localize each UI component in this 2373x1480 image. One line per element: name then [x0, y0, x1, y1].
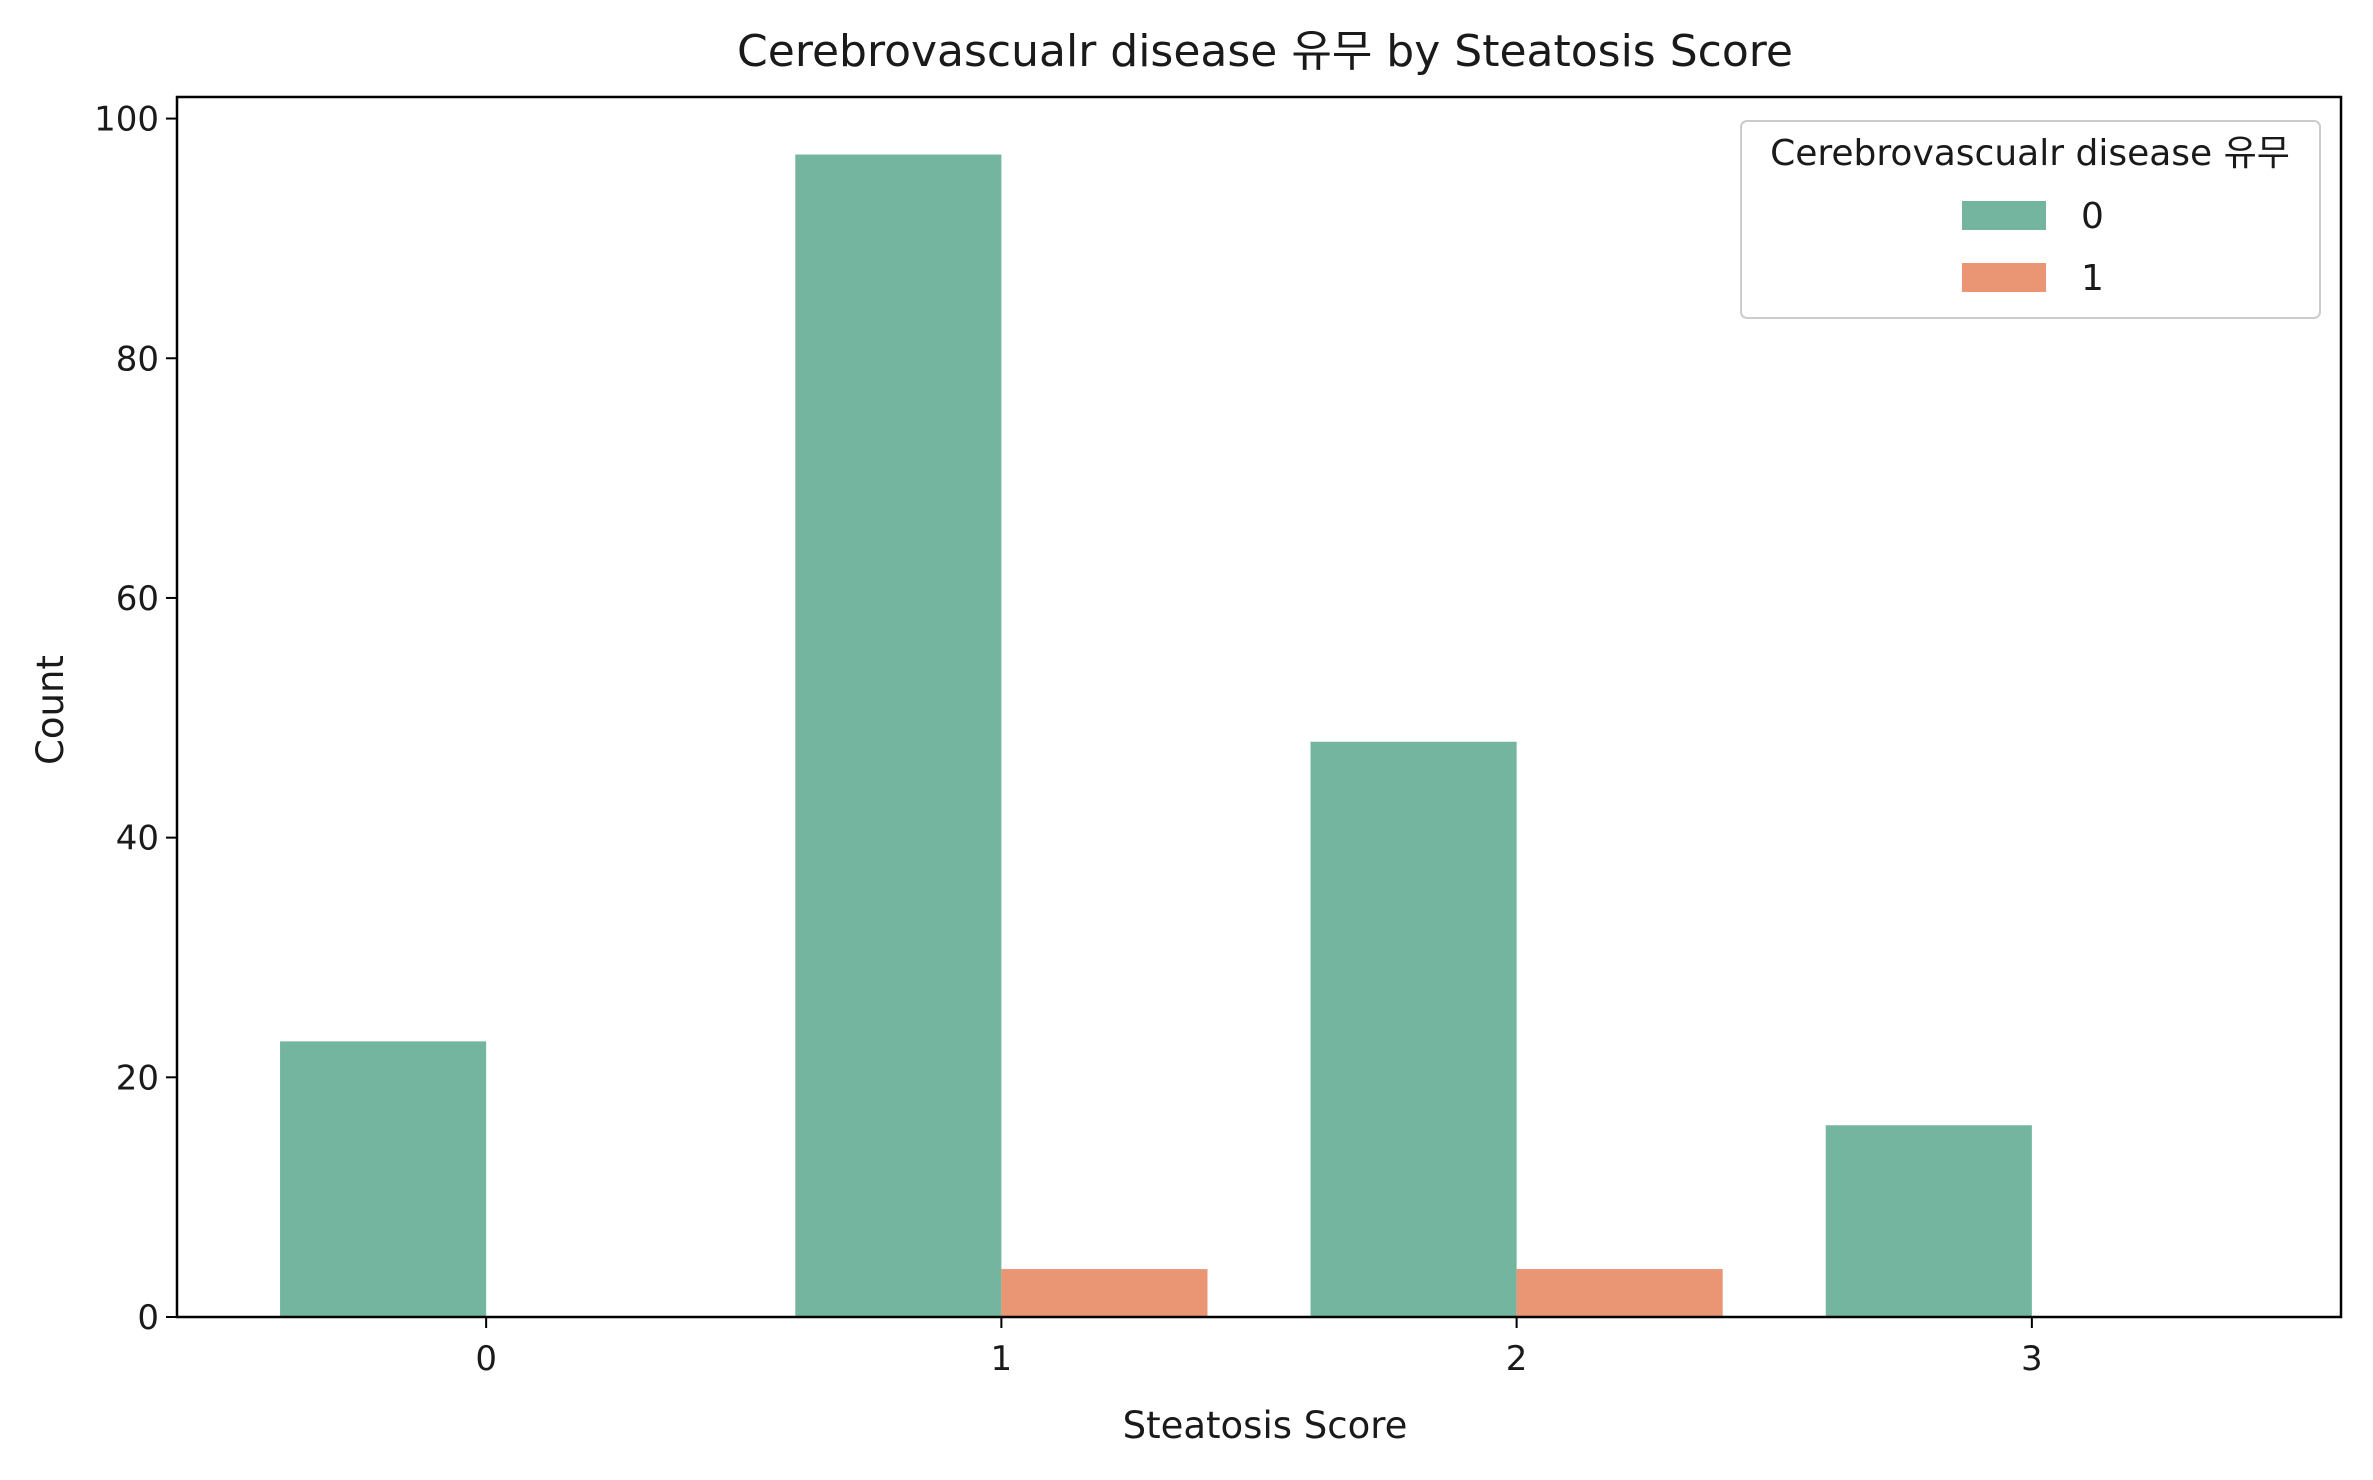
bar-series-1-cat-1 [1001, 1269, 1208, 1317]
bar-series-0-cat-2 [1310, 741, 1517, 1317]
y-tick-label: 0 [137, 1298, 159, 1338]
bar-series-0-cat-0 [280, 1041, 487, 1317]
legend-label-1: 1 [2081, 258, 2104, 299]
x-tick-label: 0 [475, 1339, 497, 1379]
bars-group [280, 154, 2032, 1318]
x-axis-label: Steatosis Score [1123, 1404, 1408, 1447]
x-tick-label: 1 [991, 1339, 1013, 1379]
y-tick-label: 20 [116, 1058, 159, 1098]
legend: Cerebrovascualr disease 유무 0 1 [1740, 120, 2321, 319]
bar-series-1-cat-2 [1516, 1269, 1723, 1317]
plot-frame [175, 95, 2343, 1319]
legend-swatch-1 [1962, 263, 2046, 292]
y-axis-label: Count [29, 655, 72, 765]
x-tick-label: 3 [2021, 1339, 2043, 1379]
bar-series-0-cat-1 [795, 154, 1002, 1318]
y-tick-label: 60 [116, 579, 159, 619]
legend-title: Cerebrovascualr disease 유무 [1770, 133, 2290, 174]
y-tick-label: 80 [116, 339, 159, 379]
y-tick-label: 40 [116, 819, 159, 859]
y-tick-label: 100 [94, 100, 159, 140]
x-axis: 0 1 2 3 [475, 1317, 2043, 1379]
legend-label-0: 0 [2081, 196, 2104, 237]
y-axis: 0 20 40 60 80 100 [94, 100, 177, 1338]
chart-title: Cerebrovascualr disease 유무 by Steatosis … [737, 26, 1793, 77]
x-tick-label: 2 [1506, 1339, 1528, 1379]
legend-swatch-0 [1962, 201, 2046, 230]
bar-series-0-cat-3 [1825, 1125, 2032, 1317]
